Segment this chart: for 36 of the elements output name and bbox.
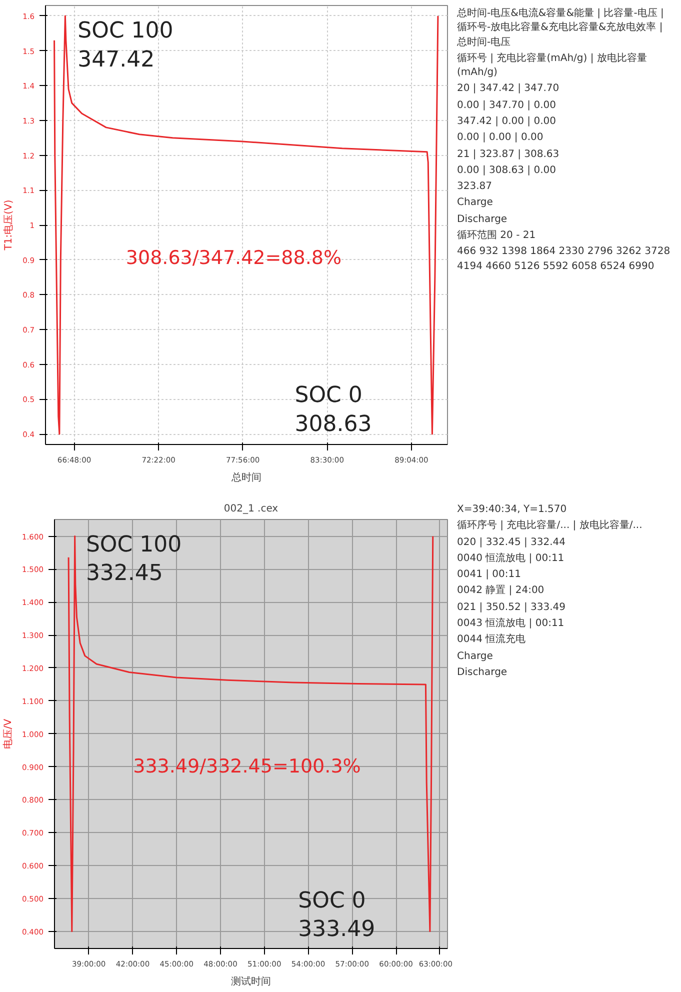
line-series bbox=[54, 15, 439, 435]
text: Discharge bbox=[457, 666, 508, 680]
text: 466 932 1398 1864 2330 2796 3262 3728 4194 4660 5126 5592 6058 6524 6990 bbox=[457, 245, 672, 274]
text: 循环号 | 充电比容量(mAh/g) | 放电比容量(mAh/g) bbox=[457, 52, 648, 80]
text: 0041 | 00:11 bbox=[457, 568, 522, 582]
annotation: 333.49/332.45=100.3% bbox=[133, 755, 361, 778]
annotation: 308.63/347.42=88.8% bbox=[126, 246, 342, 269]
chart-title: 002_1 .cex bbox=[224, 504, 278, 514]
text: Discharge bbox=[457, 212, 508, 227]
text: Charge bbox=[457, 650, 494, 664]
text: X=39:40:34, Y=1.570 bbox=[457, 503, 568, 517]
text: 21 | 323.87 | 308.63 bbox=[457, 148, 560, 162]
text: 323.87 bbox=[457, 180, 493, 194]
text: 0044 恒流充电 bbox=[457, 633, 527, 648]
text: 0040 恒流放电 | 00:11 bbox=[457, 552, 566, 566]
text: 020 | 332.45 | 332.44 bbox=[457, 536, 567, 550]
text: 循环序号 | 充电比容量/... | 放电比容量/... bbox=[457, 519, 642, 534]
text: 347.42 | 0.00 | 0.00 bbox=[457, 114, 557, 129]
text: 0042 静置 | 24:00 bbox=[457, 584, 546, 598]
text: 总时间-电压&电流&容量&能量 | 比容量-电压 | 循环号-放电比容量&充电比容量&充放电效率 | 总时间-电压 bbox=[457, 7, 665, 50]
text: 0.00 | 347.70 | 0.00 bbox=[457, 98, 557, 113]
y-axis-title: T1:电压(V) bbox=[2, 200, 15, 252]
text: 20 | 347.42 | 347.70 bbox=[457, 82, 560, 96]
annotation: SOC 100 332.45 bbox=[86, 532, 182, 586]
x-axis-title: 总时间 bbox=[230, 472, 262, 484]
annotation: SOC 0 308.63 bbox=[294, 383, 372, 437]
annotation: SOC 100 347.42 bbox=[78, 18, 174, 72]
text: 0.00 | 308.63 | 0.00 bbox=[457, 164, 557, 178]
text: Charge bbox=[457, 196, 494, 210]
x-axis-title: 测试时间 bbox=[231, 976, 271, 988]
text: 0.00 | 0.00 | 0.00 bbox=[457, 131, 544, 146]
annotation: SOC 0 333.49 bbox=[298, 888, 376, 942]
text: 0043 恒流放电 | 00:11 bbox=[457, 616, 566, 631]
text: 021 | 350.52 | 333.49 bbox=[457, 600, 567, 615]
text: 循环范围 20 - 21 bbox=[457, 228, 537, 243]
y-axis-title: 电压/V bbox=[2, 718, 14, 750]
